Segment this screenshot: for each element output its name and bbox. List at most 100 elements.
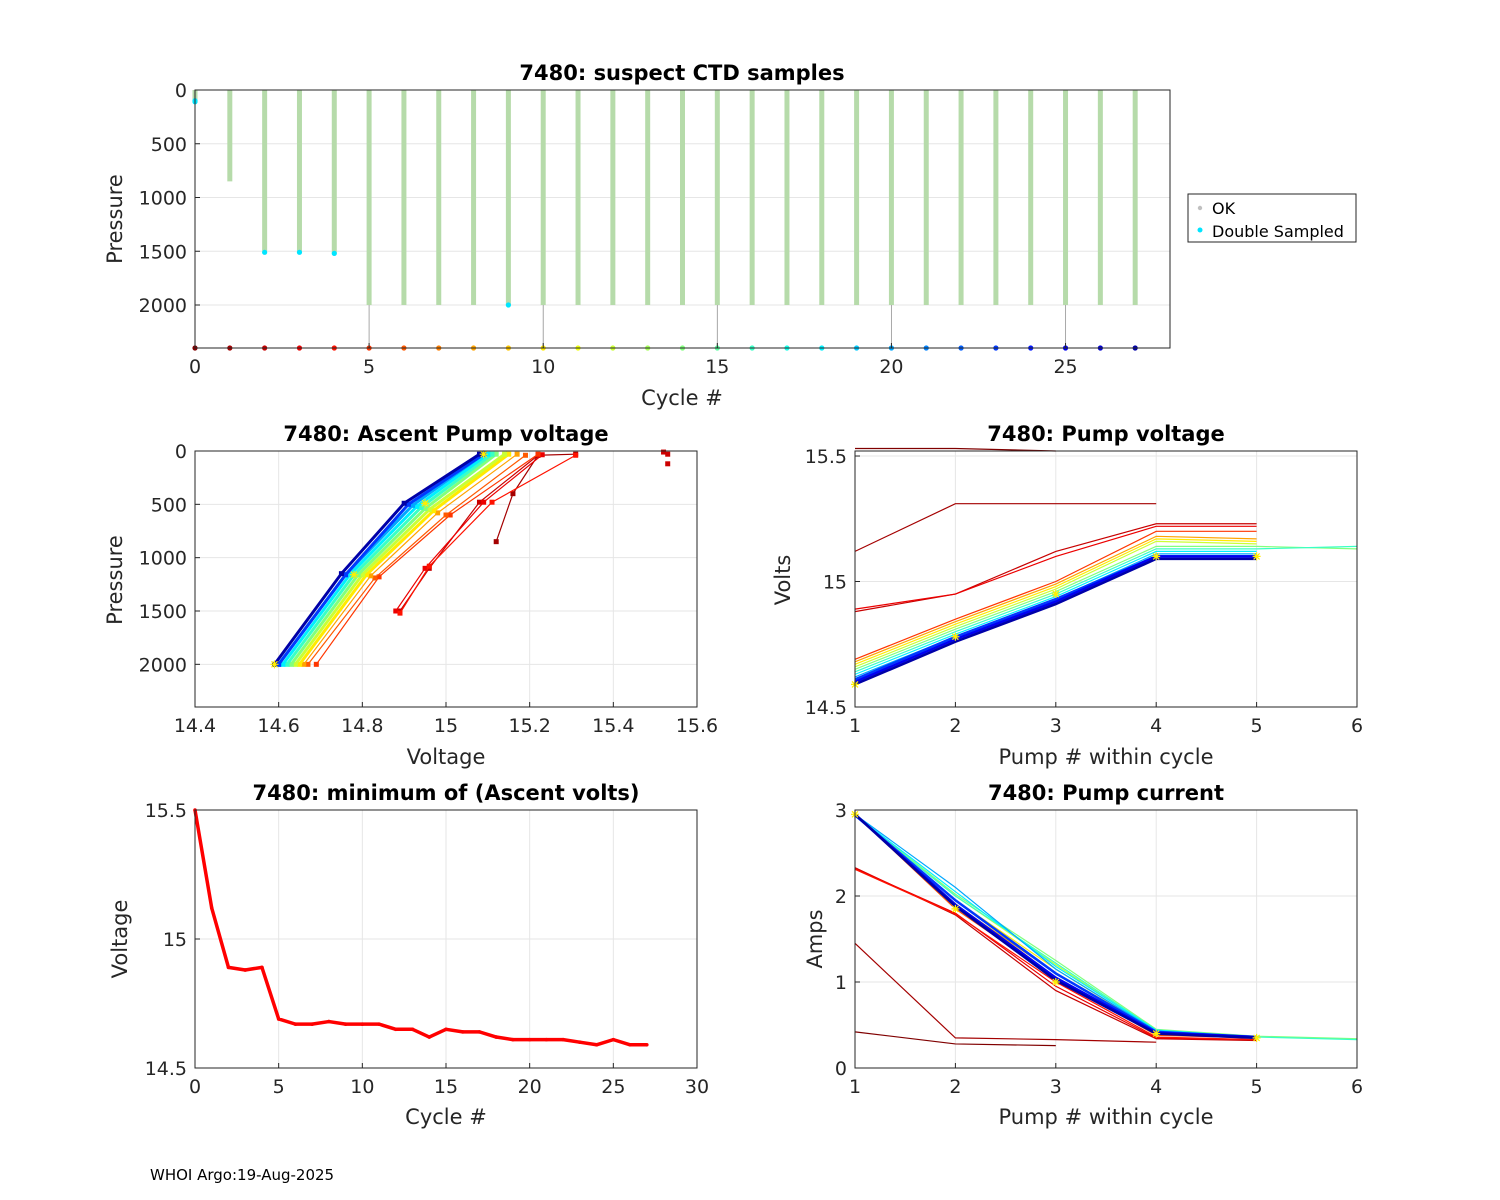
ascent-point (489, 451, 495, 457)
ascent-point (435, 510, 441, 516)
min-volts-point (209, 906, 214, 910)
min-volts-point (360, 1022, 365, 1026)
pumpc-axes-frame (854, 809, 1358, 1069)
pumpc-highlight-star (951, 904, 960, 913)
pumpc-highlight-star (1051, 978, 1060, 986)
ascent-series-line (399, 454, 576, 614)
ascent-series-line (303, 453, 518, 665)
x-tick-label: 10 (531, 356, 555, 378)
pumpv-series-line (854, 530, 1257, 660)
ascent-point (297, 661, 303, 667)
x-tick-label: 14.8 (341, 715, 383, 737)
x-tick-label: 0 (189, 356, 201, 378)
y-tick-label: 3 (835, 800, 847, 822)
min-volts-point (394, 1027, 398, 1032)
ascent-point (313, 661, 319, 667)
ascent-series-line (395, 454, 543, 612)
suspect-data (192, 90, 1138, 351)
ascent-point (338, 571, 344, 577)
min-volts-point (327, 1019, 331, 1024)
pumpv-ticks: 1 2 3 4 5 6 14.5 15 15.5 (805, 446, 1363, 737)
min-volts-point (444, 1027, 448, 1032)
y-tick-label: 2000 (139, 654, 187, 676)
y-tick-label: 14.5 (145, 1058, 187, 1080)
y-tick-label: 1 (835, 972, 847, 994)
ascent-series-line (285, 452, 493, 666)
min-volts-point (377, 1022, 381, 1026)
x-tick-label: 15.6 (676, 715, 718, 737)
pumpc-series-line (854, 814, 1358, 1040)
pumpc-series-line (854, 942, 1157, 1043)
ascent-point (510, 491, 516, 497)
y-tick-label: 15 (823, 572, 847, 594)
min-volts-point (260, 965, 264, 970)
min-volts-point (594, 1042, 599, 1047)
pumpc-series-line (854, 815, 1358, 1041)
ascent-point (476, 451, 482, 457)
legend-ok-marker (1197, 205, 1203, 211)
y-tick-label: 0 (175, 441, 187, 463)
pumpv-series-line (854, 557, 1257, 686)
min-volts-point (243, 968, 247, 972)
pumpv-highlight-star (951, 632, 960, 641)
suspect-title: 7480: suspect CTD samples (519, 61, 844, 85)
x-tick-label: 10 (350, 1076, 374, 1098)
x-tick-label: 5 (1251, 715, 1263, 737)
x-tick-label: 15.4 (592, 715, 634, 737)
min-volts-point (310, 1022, 314, 1026)
x-tick-label: 15 (434, 715, 458, 737)
min-ascent-volts-panel: 0 5 10 15 20 25 30 14.5 15 15.5 7480: minimum of … (108, 781, 709, 1129)
x-tick-label: 5 (1251, 1076, 1263, 1098)
min-volts-point (628, 1042, 632, 1047)
pumpv-series-line (854, 535, 1257, 663)
ascent-point (418, 505, 424, 511)
double-sampled-point (505, 302, 511, 308)
pumpv-series-line (854, 523, 1257, 613)
ascent-point (489, 499, 495, 505)
ascent-series-line (315, 453, 539, 665)
ascent-point (372, 575, 378, 581)
pumpv-series-line (854, 540, 1257, 668)
ascent-point (280, 661, 286, 667)
ascent-outlier-point (661, 449, 667, 455)
y-tick-label: 500 (151, 494, 187, 516)
min-volts-point (494, 1035, 499, 1039)
pumpv-axes-frame (854, 450, 1358, 708)
pumpv-title: 7480: Pump voltage (987, 422, 1225, 446)
pumpv-ylabel: Volts (771, 555, 795, 606)
x-tick-label: 15 (434, 1076, 458, 1098)
ascent-series-line (294, 452, 506, 666)
minv-title: 7480: minimum of (Ascent volts) (252, 781, 639, 805)
pumpv-highlight-star (1051, 590, 1060, 599)
ascent-point (447, 512, 453, 518)
min-volts-point (410, 1027, 415, 1032)
min-volts-point (226, 965, 231, 970)
ascent-highlight-star (349, 570, 358, 579)
pumpc-title: 7480: Pump current (988, 781, 1224, 805)
ascent-title: 7480: Ascent Pump voltage (283, 422, 608, 446)
ascent-outlier-point (665, 451, 671, 457)
ascent-series-line (495, 453, 576, 542)
x-tick-label: 20 (518, 1076, 542, 1098)
ascent-ylabel: Pressure (103, 535, 127, 625)
min-volts-point (276, 1017, 281, 1021)
ascent-point (573, 452, 579, 458)
ascent-series-line (281, 452, 489, 666)
double-sampled-point (296, 249, 303, 255)
x-tick-label: 0 (189, 1076, 201, 1098)
x-tick-label: 2 (949, 715, 961, 737)
pumpv-highlight-star (1152, 552, 1161, 561)
min-volts-point (460, 1030, 465, 1034)
suspect-ctd-panel: 0 5 10 15 20 25 0 500 1000 1500 2000 7480: suspect… (103, 61, 1357, 410)
ascent-series-line (273, 452, 481, 666)
legend-box (1187, 193, 1357, 243)
x-tick-label: 30 (685, 1076, 709, 1098)
ascent-point (376, 574, 382, 580)
ascent-point (422, 506, 428, 512)
ascent-voltage-panel: 14.4 14.6 14.8 15 15.2 15.4 15.6 0 500 1000 1500 20… (103, 422, 718, 769)
legend-double-marker (1197, 227, 1203, 233)
pumpv-series-line (854, 545, 1358, 673)
ascent-point (347, 572, 353, 578)
